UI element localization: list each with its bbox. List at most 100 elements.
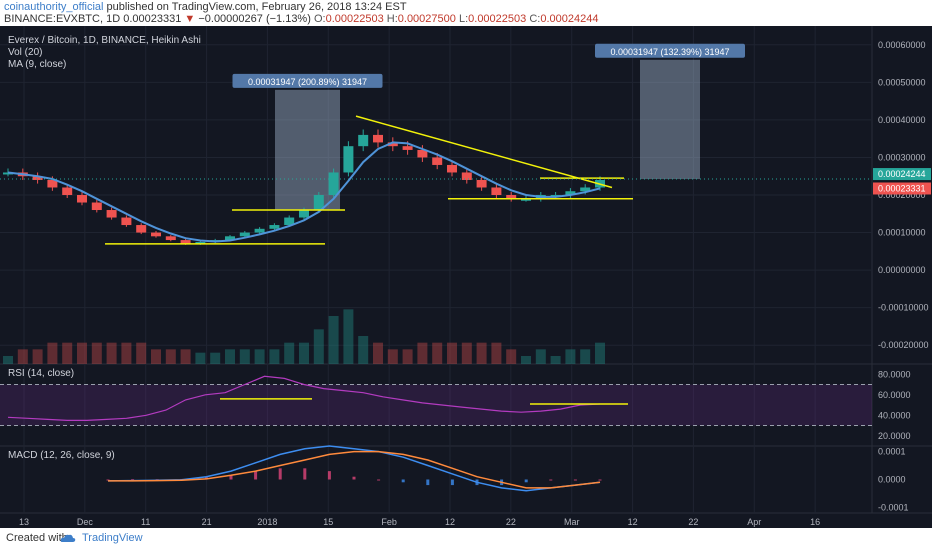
candle-body xyxy=(565,191,576,195)
price-chart[interactable]: 0.00031947 (200.89%) 31947 0.00031947 (13… xyxy=(0,26,932,528)
low-value: 0.00022503 xyxy=(468,13,527,25)
volume-bar xyxy=(402,349,413,364)
candle-body xyxy=(417,149,428,158)
low-label: L: xyxy=(458,13,469,25)
volume-bar xyxy=(284,342,295,364)
macd-histogram-bar xyxy=(524,479,528,483)
measure-box xyxy=(640,59,700,180)
candle-body xyxy=(358,134,369,147)
time-axis: 13 Dec 11 21 2018 15 Feb 12 22 Mar 12 22 Apr 16 xyxy=(19,517,820,527)
price-axis-badge xyxy=(873,168,931,181)
last-price: 0.00023331 xyxy=(123,13,182,25)
tradingview-cloud-icon xyxy=(60,534,76,542)
volume-bar xyxy=(165,349,176,364)
volume-bar xyxy=(32,349,43,364)
candle-body xyxy=(254,228,265,233)
grid xyxy=(0,26,932,514)
candle-body xyxy=(299,210,309,218)
rsi-pane: 80.0000 60.0000 40.0000 20.0000 xyxy=(0,369,911,441)
candle-body xyxy=(402,146,413,150)
open-value: 0.00022503 xyxy=(325,13,384,25)
candle-body xyxy=(373,134,383,143)
candle-body xyxy=(491,187,502,195)
candle-body xyxy=(151,232,161,237)
price-tick-label: 0.00030000 xyxy=(878,152,926,162)
trend-lines xyxy=(0,115,872,245)
candle-body xyxy=(239,232,250,237)
time-tick-label: Feb xyxy=(381,517,397,527)
candle-body xyxy=(225,236,235,241)
time-tick-label: 2018 xyxy=(257,517,277,527)
volume-bars xyxy=(3,309,605,364)
macd-histogram-bar xyxy=(131,479,135,481)
macd-histogram-bar xyxy=(401,479,405,483)
volume-bar xyxy=(461,342,472,364)
ma-line xyxy=(7,141,601,243)
macd-histogram-bar xyxy=(450,479,454,486)
measure-label: 0.00031947 (200.89%) 31947 xyxy=(248,77,367,87)
volume-bar xyxy=(550,356,561,364)
volume-bar xyxy=(254,349,265,364)
volume-bar xyxy=(491,342,502,364)
volume-bar xyxy=(3,356,13,364)
volume-bar xyxy=(565,349,576,364)
tradingview-brand-link[interactable]: TradingView xyxy=(82,532,143,544)
macd-histogram-bar xyxy=(278,468,282,480)
volume-bar xyxy=(328,316,339,364)
trend-line xyxy=(355,115,613,189)
candle-body xyxy=(461,172,472,180)
volume-bar xyxy=(47,342,58,364)
candle-body xyxy=(284,217,295,226)
measure-label: 0.00031947 (132.39%) 31947 xyxy=(610,47,729,57)
price-tick-label: 0.00050000 xyxy=(878,77,926,87)
volume-bar xyxy=(447,342,457,364)
volume-bar xyxy=(476,342,487,364)
volume-bar xyxy=(195,352,206,364)
open-label: O: xyxy=(313,13,326,25)
price-change: −0.00000267 (−1.13%) xyxy=(198,13,311,25)
price-tick-label: -0.00010000 xyxy=(878,303,929,313)
volume-bar xyxy=(180,349,191,364)
author-link[interactable]: coinauthority_official xyxy=(4,1,104,13)
rsi-tick-label: 40.0000 xyxy=(878,410,911,420)
time-tick-label: 12 xyxy=(628,517,638,527)
time-tick-label: Apr xyxy=(747,517,761,527)
price-tick-label: -0.00020000 xyxy=(878,340,929,350)
volume-bar xyxy=(343,309,354,364)
volume-bar xyxy=(313,329,324,364)
candle-body xyxy=(313,195,324,211)
volume-bar xyxy=(299,342,309,364)
macd-tick-label: -0.0001 xyxy=(878,502,909,512)
price-axis: 0.00060000 0.00050000 0.00040000 0.00030000… xyxy=(873,40,931,350)
candle-body xyxy=(195,241,206,244)
price-tick-label: 0.00060000 xyxy=(878,40,926,50)
candle-body xyxy=(47,179,58,188)
price-tick-label: 0.00000000 xyxy=(878,265,926,275)
macd-histogram-bar xyxy=(229,475,233,480)
price-tick-label: 0.00020000 xyxy=(878,190,926,200)
macd-histogram-bar xyxy=(549,479,553,481)
volume-bar xyxy=(239,349,250,364)
time-tick-label: 22 xyxy=(506,517,516,527)
volume-bar xyxy=(595,342,605,364)
rsi-line xyxy=(7,375,601,421)
volume-bar xyxy=(136,342,147,364)
macd-histogram-bar xyxy=(598,479,602,481)
high-value: 0.00027500 xyxy=(397,13,456,25)
price-axis-badge xyxy=(873,182,931,195)
macd-tick-label: 0.0000 xyxy=(878,475,906,485)
time-tick-label: 21 xyxy=(202,517,212,527)
price-axis-badge-label: 0.00024244 xyxy=(878,169,926,179)
macd-histogram-bar xyxy=(573,479,577,481)
volume-bar xyxy=(210,352,221,364)
candle-body xyxy=(343,146,354,173)
macd-histogram-bar xyxy=(254,471,258,480)
symbol-label: BINANCE:EVXBTC, 1D xyxy=(4,13,121,25)
volume-bar xyxy=(521,356,531,364)
macd-label: MACD (12, 26, close, 9) xyxy=(8,450,115,461)
macd-tick-label: 0.0001 xyxy=(878,447,906,457)
candle-body xyxy=(77,195,87,203)
volume-bar xyxy=(373,342,383,364)
volume-bar xyxy=(151,349,161,364)
signal-line xyxy=(108,450,601,489)
